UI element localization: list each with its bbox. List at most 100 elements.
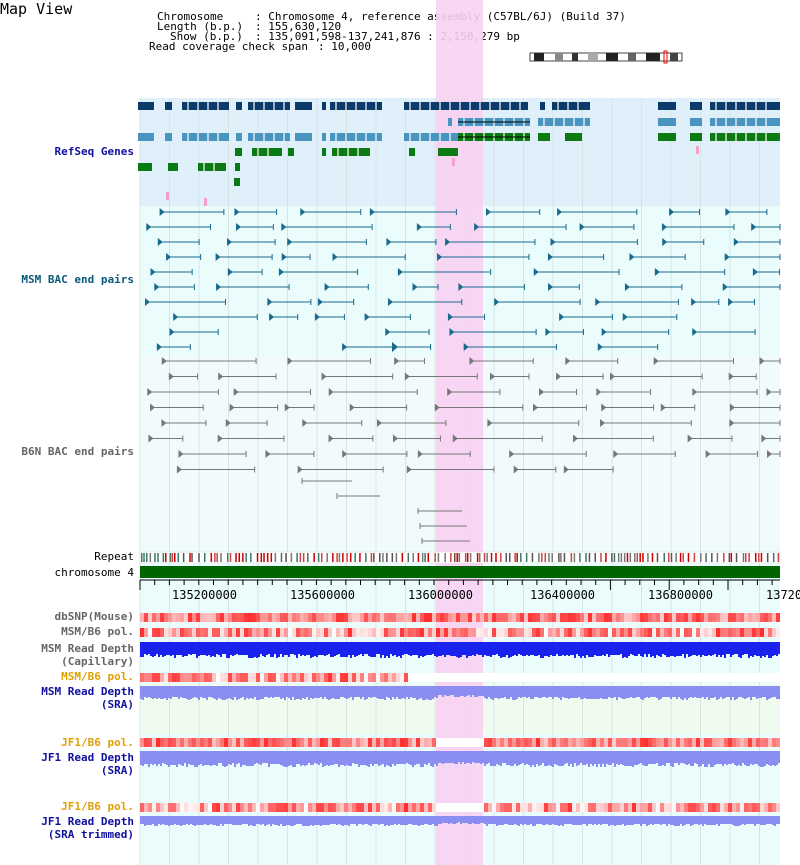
dbsnp-density-cell [264,613,268,622]
refseq-genes-track[interactable] [138,102,780,206]
msm-b6-pol-density-cell [560,628,564,637]
track-label-msm-read-depth-sra[interactable]: MSM Read Depth [41,685,134,698]
jf1-b6-pol-trimmed-density-cell [196,803,200,812]
msm-sra-depth-bar [566,686,568,698]
msm-b6-pol-density-cell [584,628,588,637]
b6n-bac-track[interactable] [147,357,781,544]
jf1-sra-trimmed-depth-bar [678,816,680,826]
jf1-sra-depth-bar [228,751,230,764]
msm-b6-pol-sra-density-cell [248,673,252,682]
msm-sra-depth-bar [232,686,234,700]
jf1-b6-pol-density-cell [764,738,768,747]
msm-capillary-depth-bar [206,642,208,656]
track-label-dbsnp[interactable]: dbSNP(Mouse) [54,610,134,623]
track-label-refseq[interactable]: RefSeq Genes [54,145,134,158]
jf1-sra-trimmed-depth-bar [458,816,460,822]
jf1-sra-trimmed-depth-bar [642,816,644,824]
msm-sra-depth-bar [208,686,210,697]
quantitative-tracks[interactable] [140,613,780,826]
msm-b6-pol-density-cell [432,628,436,637]
msm-b6-pol-density-cell [660,628,664,637]
track-label-b6n-bac[interactable]: B6N BAC end pairs [21,445,134,458]
msm-capillary-depth-bar [156,642,158,654]
jf1-sra-depth-bar [508,751,510,765]
repeat-element [450,553,452,562]
jf1-sra-trimmed-depth-bar [508,816,510,825]
msm-b6-pol-sra-density-cell [416,673,420,682]
track-label-jf1-read-depth-trimmed[interactable]: JF1 Read Depth [41,815,134,828]
msm-b6-pol-density-cell [472,628,476,637]
jf1-sra-depth-bar [436,751,438,766]
position-axis [139,579,780,590]
msm-b6-pol-sra-density-cell [636,673,640,682]
msm-b6-pol-sra-density-cell [296,673,300,682]
jf1-b6-pol-trimmed-density-cell [348,803,352,812]
jf1-b6-pol-trimmed-density-cell [488,803,492,812]
jf1-sra-depth-bar [170,751,172,765]
jf1-sra-trimmed-depth-bar [152,816,154,824]
msm-capillary-depth-bar [642,642,644,657]
jf1-b6-pol-trimmed-density-cell [260,803,264,812]
track-label-jf1-b6-pol[interactable]: JF1/B6 pol. [61,736,134,749]
jf1-sra-trimmed-depth-bar [676,816,678,826]
jf1-sra-trimmed-depth-bar [188,816,190,825]
msm-sra-depth-bar [140,686,142,699]
repeat-track[interactable] [139,551,781,564]
jf1-sra-depth-bar [594,751,596,764]
msm-sra-depth-bar [344,686,346,698]
msm-sra-depth-bar [530,686,532,699]
msm-b6-pol-density-cell [724,628,728,637]
jf1-sra-depth-bar [314,751,316,763]
jf1-sra-trimmed-depth-bar [534,816,536,826]
jf1-b6-pol-density-cell [252,738,256,747]
jf1-sra-trimmed-depth-bar [246,816,248,824]
jf1-b6-pol-trimmed-density-cell [344,803,348,812]
jf1-b6-pol-density-cell [556,738,560,747]
jf1-sra-trimmed-depth-bar [572,816,574,825]
track-label-msm-bac[interactable]: MSM BAC end pairs [21,273,134,286]
repeat-element [320,553,323,562]
repeat-element [235,553,237,562]
msm-b6-pol-sra-density-cell [612,673,616,682]
track-label-jf1-read-depth-sra[interactable]: JF1 Read Depth [41,751,134,764]
jf1-sra-depth-bar [606,751,608,764]
jf1-b6-pol-trimmed-density-cell [628,803,632,812]
msm-capillary-depth-bar [698,642,700,655]
msm-sra-depth-bar [576,686,578,698]
jf1-b6-pol-density-cell [648,738,652,747]
jf1-sra-trimmed-depth-bar [762,816,764,825]
b6n-bac-end-marker [302,419,308,427]
track-label-msm-b6-pol-sra[interactable]: MSM/B6 pol. [61,670,134,683]
selected-region-highlight[interactable] [436,0,483,865]
track-label-repeat[interactable]: Repeat [94,550,134,563]
msm-b6-pol-sra-density-cell [472,673,476,682]
msm-sra-depth-bar [604,686,606,699]
msm-capillary-depth-bar [556,642,558,654]
msm-sra-depth-bar [456,686,458,697]
jf1-b6-pol-density-cell [344,738,348,747]
msm-b6-pol-density-cell [688,628,692,637]
msm-sra-depth-bar [668,686,670,697]
msm-capillary-depth-bar [714,642,716,654]
track-label-jf1-b6-pol-trimmed[interactable]: JF1/B6 pol. [61,800,134,813]
chromosome-bar[interactable] [140,566,780,578]
msm-capillary-depth-bar [476,642,478,654]
msm-b6-pol-density-cell [604,628,608,637]
jf1-b6-pol-density-cell [284,738,288,747]
track-label-msm-b6-pol[interactable]: MSM/B6 pol. [61,625,134,638]
msm-capillary-depth-bar [244,642,246,655]
msm-capillary-depth-bar [466,642,468,658]
msm-capillary-depth-bar [678,642,680,656]
msm-capillary-depth-bar [606,642,608,654]
jf1-sra-trimmed-depth-bar [472,816,474,823]
msm-capillary-depth-bar [442,642,444,655]
msm-sra-depth-bar [148,686,150,697]
msm-b6-pol-sra-density-cell [204,673,208,682]
chromosome-ideogram[interactable] [529,50,683,64]
msm-bac-track[interactable] [145,208,781,352]
track-label-msm-read-depth-capillary[interactable]: MSM Read Depth [41,642,134,655]
jf1-sra-depth-bar [206,751,208,765]
dbsnp-density-cell [564,613,568,622]
b6n-bac-end-marker [342,450,348,458]
